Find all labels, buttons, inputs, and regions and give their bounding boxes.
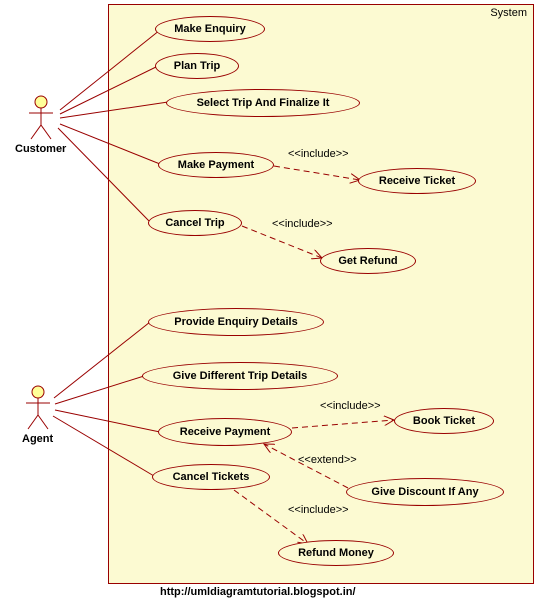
stickman-icon (23, 385, 53, 431)
usecase-give-discount: Give Discount If Any (346, 478, 504, 506)
usecase-receive-ticket: Receive Ticket (358, 168, 476, 194)
system-label: System (490, 7, 527, 19)
usecase-give-trip-details: Give Different Trip Details (142, 362, 338, 390)
stereotype-inc4: <<include>> (288, 504, 349, 516)
usecase-book-ticket: Book Ticket (394, 408, 494, 434)
usecase-make-payment: Make Payment (158, 152, 274, 178)
usecase-plan-trip: Plan Trip (155, 53, 239, 79)
stereotype-inc3: <<include>> (320, 400, 381, 412)
actor-agent-label: Agent (22, 433, 53, 445)
usecase-get-refund: Get Refund (320, 248, 416, 274)
usecase-refund-money: Refund Money (278, 540, 394, 566)
stereotype-inc2: <<include>> (272, 218, 333, 230)
footer-url: http://umldiagramtutorial.blogspot.in/ (160, 586, 356, 598)
usecase-cancel-tickets: Cancel Tickets (152, 464, 270, 490)
actor-customer: Customer (15, 95, 66, 155)
usecase-cancel-trip: Cancel Trip (148, 210, 242, 236)
usecase-select-trip: Select Trip And Finalize It (166, 89, 360, 117)
diagram-canvas: System Customer Agent http://umldiagramt… (0, 0, 539, 603)
usecase-make-enquiry: Make Enquiry (155, 16, 265, 42)
actor-customer-label: Customer (15, 143, 66, 155)
usecase-provide-enquiry: Provide Enquiry Details (148, 308, 324, 336)
usecase-receive-payment: Receive Payment (158, 418, 292, 446)
stereotype-inc1: <<include>> (288, 148, 349, 160)
stickman-icon (26, 95, 56, 141)
actor-agent: Agent (22, 385, 53, 445)
stereotype-ext1: <<extend>> (298, 454, 357, 466)
